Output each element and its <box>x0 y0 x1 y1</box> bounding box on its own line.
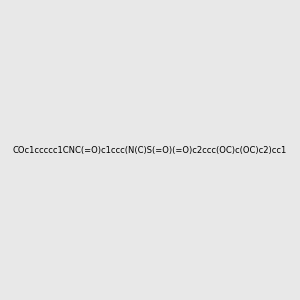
Text: COc1ccccc1CNC(=O)c1ccc(N(C)S(=O)(=O)c2ccc(OC)c(OC)c2)cc1: COc1ccccc1CNC(=O)c1ccc(N(C)S(=O)(=O)c2cc… <box>13 146 287 154</box>
